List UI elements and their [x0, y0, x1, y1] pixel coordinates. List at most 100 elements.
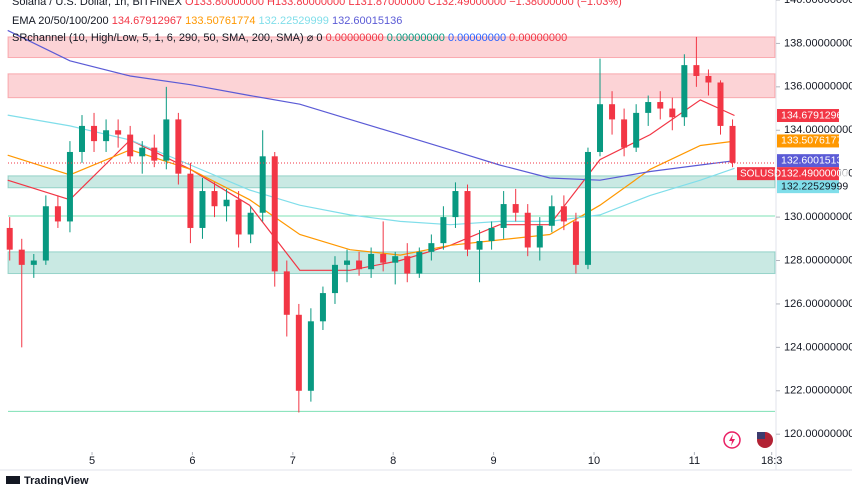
- candle-body: [536, 225, 543, 248]
- candle-body: [187, 173, 194, 228]
- candle-body: [440, 217, 447, 244]
- legend-sr-value: 0.00000000: [387, 32, 445, 44]
- y-tick-label: 128.00000000: [784, 254, 852, 266]
- candle-body: [584, 151, 591, 265]
- x-tick-label: 10: [588, 455, 600, 467]
- candle-body: [657, 102, 664, 109]
- logo-mark: [6, 476, 20, 484]
- flag-canton: [757, 432, 765, 439]
- legend-sr-value: 0.00000000: [326, 32, 384, 44]
- price-axis-label: 133.50761774: [781, 135, 848, 147]
- y-tick-label: 140.00000000: [784, 0, 852, 6]
- candle-body: [428, 243, 435, 252]
- candle-body: [235, 199, 242, 235]
- y-tick-label: 134.00000000: [784, 124, 852, 136]
- candle-body: [344, 260, 351, 265]
- candle-body: [6, 227, 13, 250]
- legend-ema-label: EMA 20/50/100/200: [12, 15, 109, 27]
- candle-body: [404, 256, 411, 274]
- candle-body: [416, 251, 423, 274]
- footer-text: TradingView: [24, 475, 89, 485]
- candle-body: [597, 104, 604, 152]
- candle-body: [368, 254, 375, 270]
- candle-body: [319, 293, 326, 322]
- candle-body: [464, 191, 471, 250]
- price-axis-label: 132.60015136: [781, 154, 848, 166]
- candle-body: [645, 102, 652, 113]
- legend-sr-value: 0.00000000: [448, 32, 506, 44]
- y-tick-label: 120.00000000: [784, 428, 852, 440]
- price-axis-box: [777, 180, 839, 194]
- legend-sr-value: 0.00000000: [509, 32, 567, 44]
- candle-body: [223, 199, 230, 207]
- candle-body: [18, 249, 25, 265]
- legend-ema-value: 132.22529999: [259, 15, 329, 27]
- candle-body: [91, 125, 98, 142]
- x-tick-label: 6: [189, 455, 195, 467]
- sr-zone: [7, 36, 776, 59]
- candle-body: [139, 147, 146, 157]
- candle-body: [283, 271, 290, 315]
- plot-area: [6, 29, 776, 413]
- legend-ema-value: 132.60015136: [332, 15, 402, 27]
- icons: [723, 431, 773, 449]
- x-tick-label: 9: [491, 455, 497, 467]
- price-axis-label: 132.49000000: [781, 167, 848, 179]
- candle-body: [151, 147, 158, 161]
- y-tick-label: 124.00000000: [784, 341, 852, 353]
- legend-ohlc: O133.80000000 H133.80000000 L131.8700000…: [185, 0, 622, 8]
- legend-ema-value: 134.67912967: [112, 15, 182, 27]
- candle-body: [669, 108, 676, 118]
- candle-body: [633, 112, 640, 148]
- candle-body: [729, 125, 736, 163]
- sr-zone: [7, 73, 776, 99]
- ema-line: [7, 114, 735, 226]
- candle-body: [524, 212, 531, 248]
- candle-body: [380, 254, 387, 263]
- candle-body: [500, 204, 507, 228]
- legend-sr-label: SRchannel (10, High/Low, 5, 1, 6, 290, 5…: [12, 32, 323, 44]
- x-tick-label: 7: [290, 455, 296, 467]
- price-axis-box: [777, 134, 839, 148]
- candle-body: [78, 125, 85, 152]
- candle-body: [199, 191, 206, 228]
- y-tick-label: 126.00000000: [784, 298, 852, 310]
- lightning-glyph: [729, 434, 735, 446]
- candle-body: [247, 212, 254, 235]
- price-axis-label: 132.22529999: [781, 180, 848, 192]
- y-tick-label: 130.00000000: [784, 211, 852, 223]
- legend-symbol: Solana / U.S. Dollar, 1h, BITFINEX O133.…: [12, 0, 622, 8]
- candle-body: [717, 82, 724, 126]
- candle-body: [295, 314, 302, 391]
- candle-body: [54, 206, 61, 222]
- candle-body: [211, 191, 218, 207]
- candle-body: [572, 221, 579, 265]
- candle-body: [356, 260, 363, 270]
- legend-ema-value: 133.50761774: [185, 15, 255, 27]
- candle-body: [66, 151, 73, 222]
- price-axis-box: [777, 154, 839, 168]
- ema-line: [7, 140, 735, 256]
- candle-body: [488, 227, 495, 241]
- candle-body: [681, 65, 688, 118]
- candle-body: [331, 264, 338, 294]
- x-tick-label: 18:3: [761, 455, 782, 467]
- legend-ema: EMA 20/50/100/200 134.67912967 133.50761…: [12, 15, 402, 27]
- candle-body: [307, 321, 314, 391]
- candle-body: [693, 65, 700, 76]
- candle-body: [452, 191, 459, 218]
- candle-body: [175, 119, 182, 174]
- y-tick-label: 138.00000000: [784, 37, 852, 49]
- candle-body: [42, 206, 49, 261]
- candle-body: [115, 130, 122, 135]
- price-axis-box: [777, 109, 839, 123]
- candle-body: [512, 204, 519, 213]
- x-tick-label: 11: [689, 455, 700, 467]
- candle-body: [103, 130, 110, 142]
- ema-line: [7, 29, 735, 181]
- symbol-box: [737, 167, 775, 181]
- candle-body: [259, 156, 266, 213]
- candle-body: [163, 119, 170, 161]
- candle-body: [548, 206, 555, 226]
